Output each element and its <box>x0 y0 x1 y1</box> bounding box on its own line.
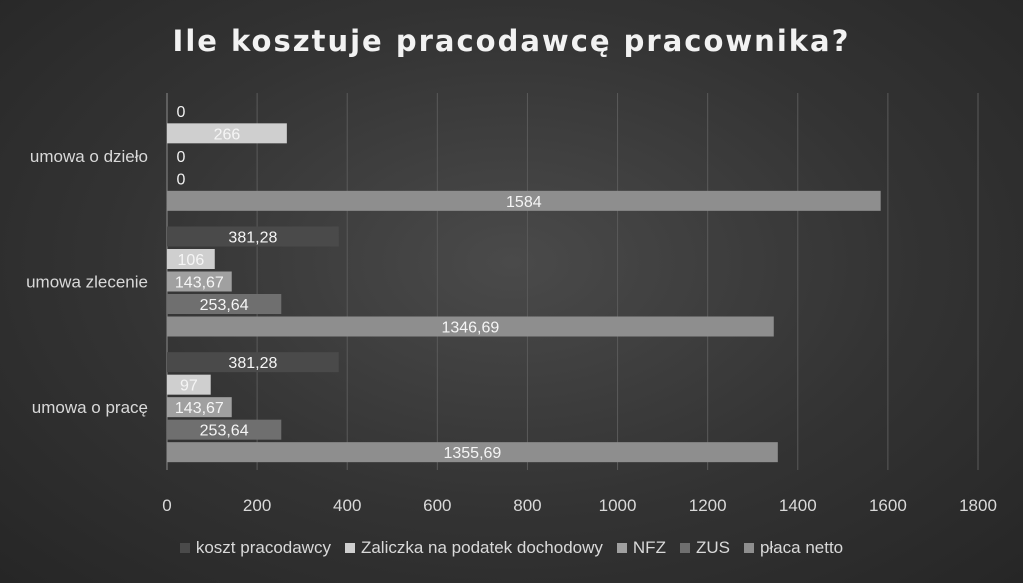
x-tick-label: 200 <box>243 496 271 515</box>
data-label: 97 <box>180 378 198 395</box>
data-label: 106 <box>178 252 205 269</box>
data-label: 253,64 <box>200 423 249 440</box>
x-tick-label: 0 <box>162 496 171 515</box>
data-label: 253,64 <box>200 297 249 314</box>
category-label: umowa zlecenie <box>26 273 148 292</box>
data-label: 266 <box>214 126 241 143</box>
legend-label: płaca netto <box>759 538 844 557</box>
x-tick-label: 400 <box>333 496 361 515</box>
bar <box>167 419 282 440</box>
legend-item: koszt pracodawcy <box>179 538 331 558</box>
bar <box>167 123 287 144</box>
data-label: 0 <box>177 149 186 166</box>
data-label: 381,28 <box>228 230 277 247</box>
bar <box>167 294 282 314</box>
x-tick-label: 1800 <box>959 496 997 515</box>
bar <box>167 352 339 373</box>
data-label: 1346,69 <box>441 320 499 337</box>
bar <box>167 442 778 463</box>
category-label: umowa o dzieło <box>30 147 148 166</box>
legend-swatch <box>616 543 627 553</box>
category-label: umowa o pracę <box>32 398 148 417</box>
data-label: 381,28 <box>228 355 277 372</box>
x-tick-label: 1200 <box>689 496 727 515</box>
chart-title: Ile kosztuje pracodawcę pracownika? <box>172 24 851 58</box>
legend-label: NFZ <box>632 538 666 557</box>
legend-item: NFZ <box>616 538 666 558</box>
x-tick-label: 600 <box>423 496 451 515</box>
legend-item: Zaliczka na podatek dochodowy <box>344 538 603 558</box>
legend-item: ZUS <box>679 538 730 558</box>
bar <box>167 397 232 418</box>
bar <box>167 226 339 247</box>
x-tick-label: 1000 <box>599 496 637 515</box>
bar <box>167 271 232 292</box>
x-tick-label: 1600 <box>869 496 907 515</box>
data-label: 0 <box>177 104 186 121</box>
legend-swatch <box>344 543 355 553</box>
chart-legend: koszt pracodawcy Zaliczka na podatek doch… <box>0 538 1023 558</box>
legend-label: ZUS <box>695 538 730 557</box>
legend-swatch <box>679 543 690 553</box>
x-tick-label: 800 <box>513 496 541 515</box>
x-tick-label: 1400 <box>779 496 817 515</box>
bar <box>167 374 211 395</box>
bar <box>167 316 774 337</box>
legend-swatch <box>179 543 190 553</box>
data-label: 143,67 <box>175 400 224 417</box>
bar <box>167 249 215 269</box>
bar <box>167 190 881 211</box>
legend-swatch <box>743 543 754 553</box>
data-label: 143,67 <box>175 275 224 292</box>
data-label: 0 <box>177 171 186 188</box>
legend-item: płaca netto <box>743 538 844 558</box>
data-label: 1584 <box>506 194 542 211</box>
legend-label: Zaliczka na podatek dochodowy <box>360 538 603 557</box>
data-label: 1355,69 <box>443 445 501 462</box>
legend-label: koszt pracodawcy <box>195 538 331 557</box>
